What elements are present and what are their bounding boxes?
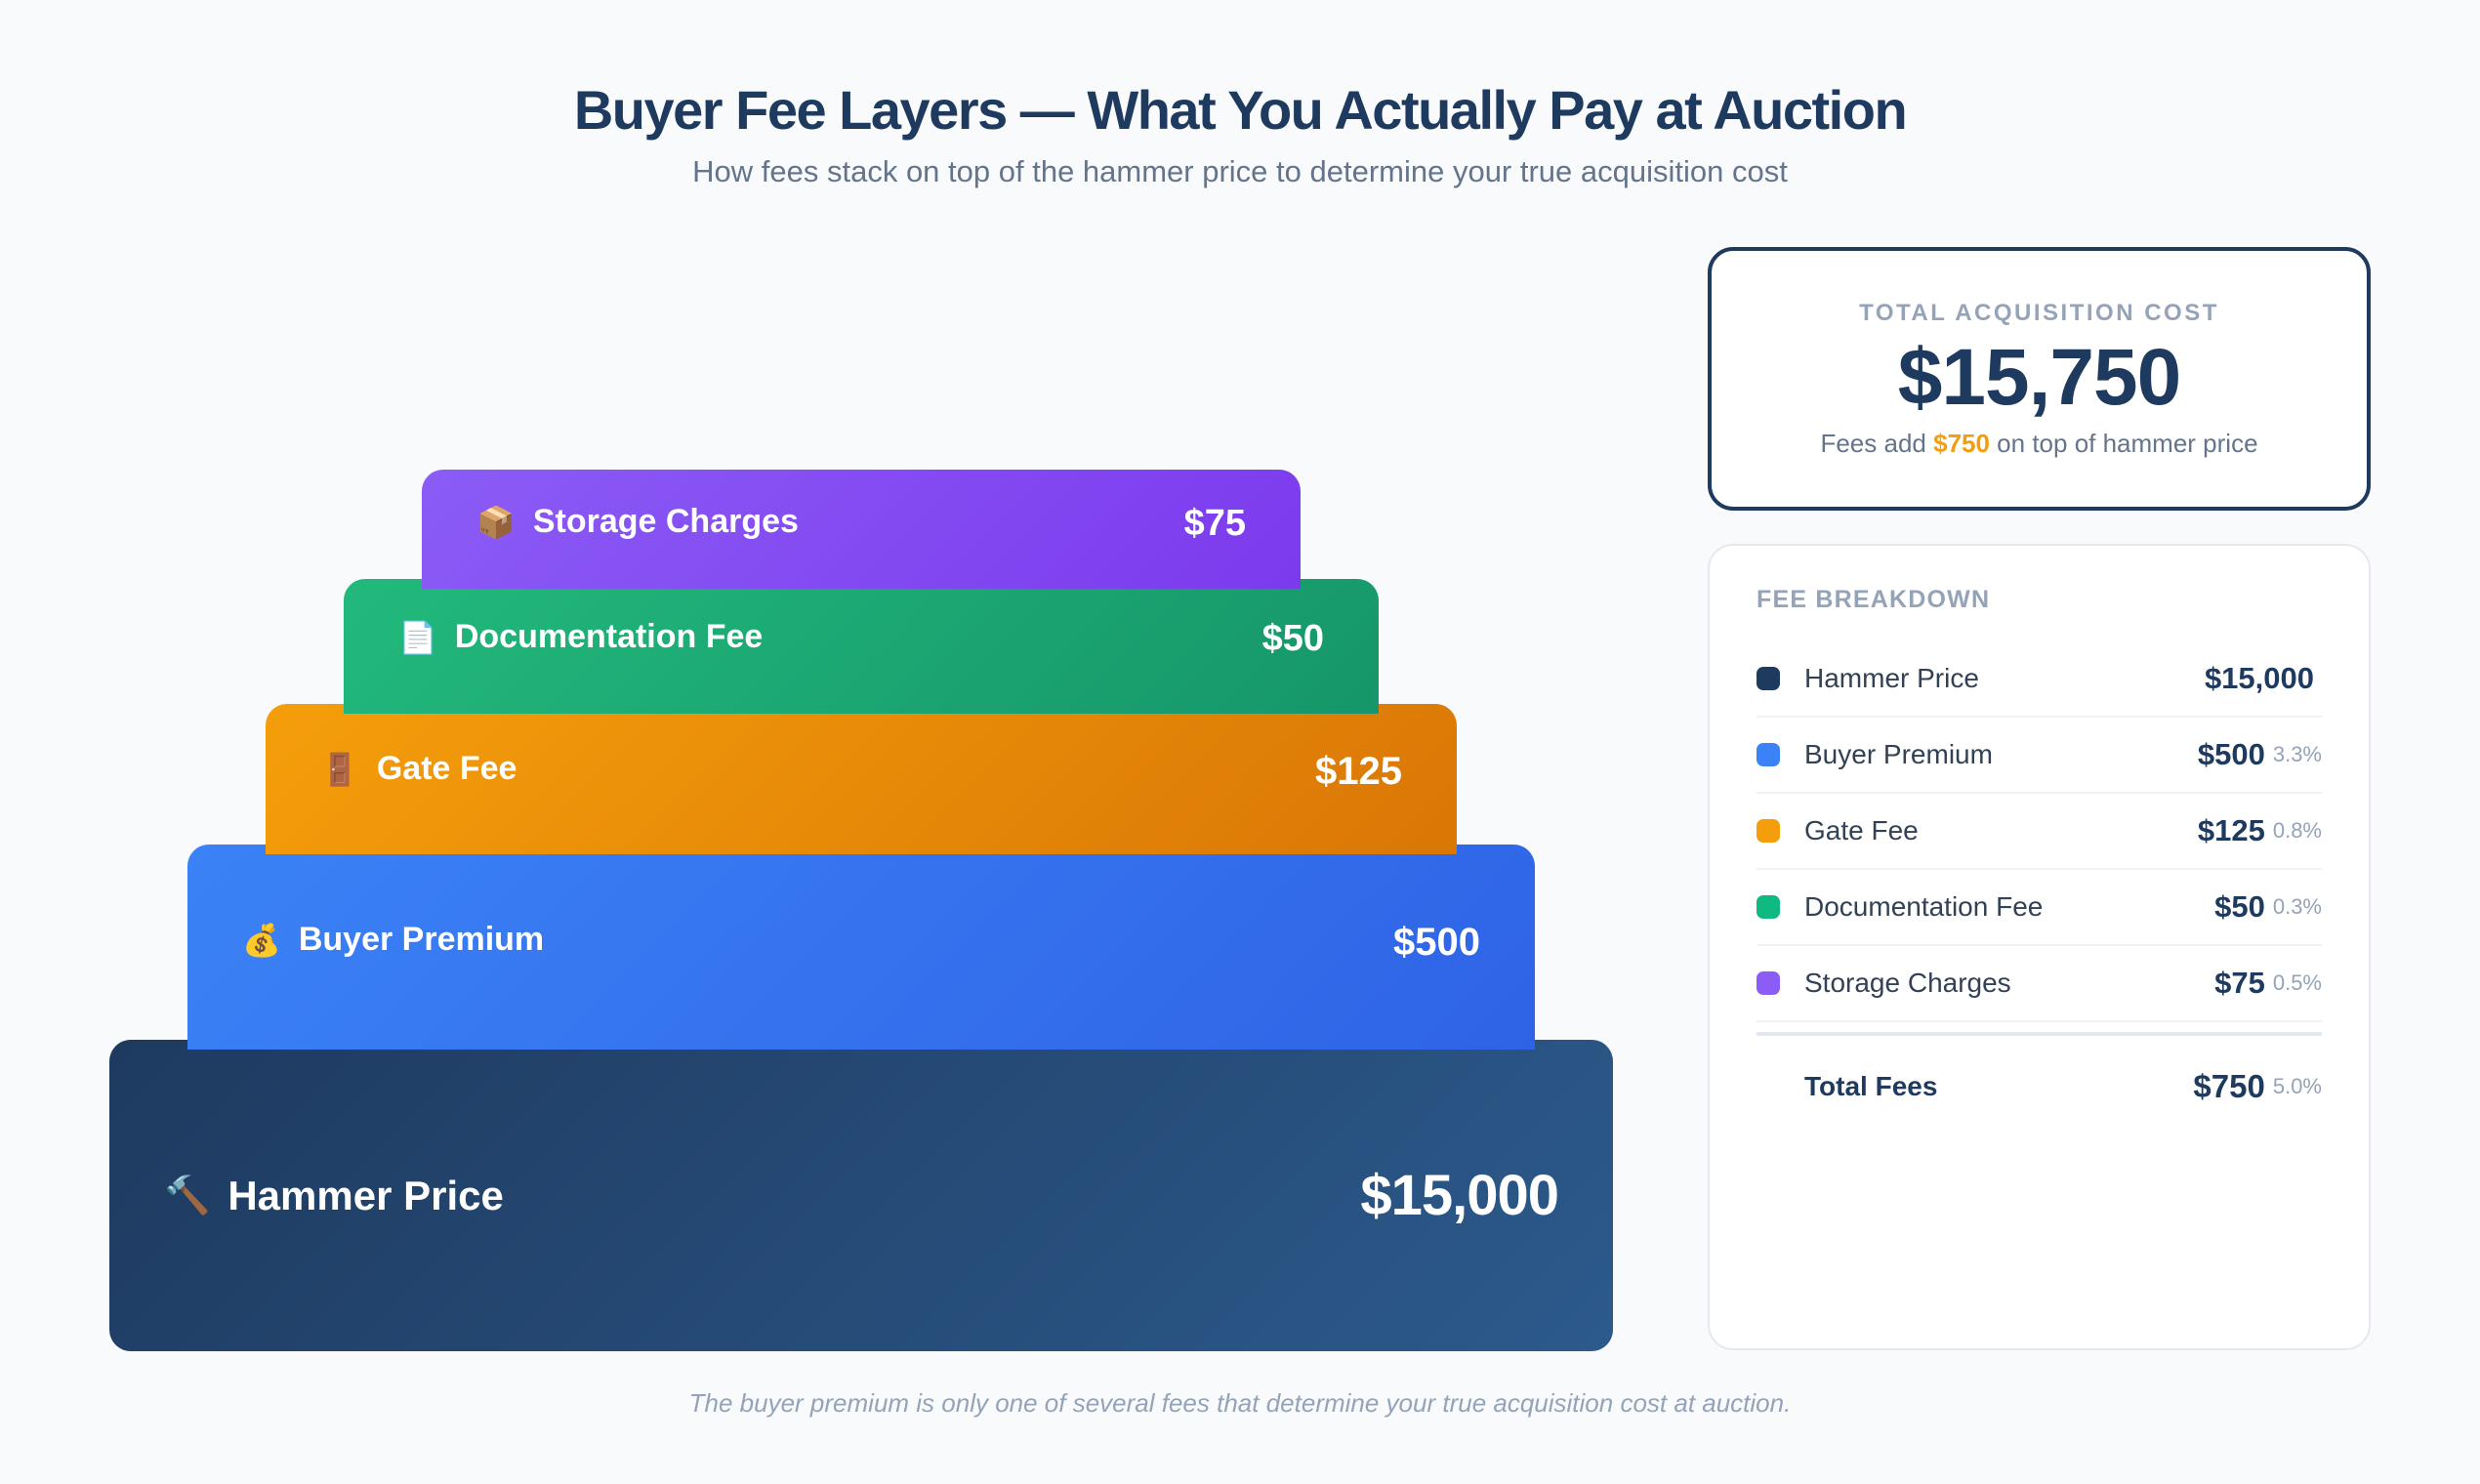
note-prefix: Fees add <box>1820 429 1934 458</box>
row-percent: 0.8% <box>2272 818 2322 843</box>
document-icon: 📄 <box>398 619 437 655</box>
layer-label: Buyer Premium <box>298 921 545 958</box>
breakdown-list: Hammer Price $15,000 Buyer Premium $500 … <box>1757 641 2322 1022</box>
layer-label: Documentation Fee <box>454 618 764 655</box>
legend-dot <box>1757 895 1780 919</box>
breakdown-row-gate: Gate Fee $125 0.8% <box>1757 794 2322 870</box>
layer-value: $75 <box>1183 503 1246 544</box>
row-name: Storage Charges <box>1804 968 2011 998</box>
hammer-icon: 🔨 <box>164 1175 211 1216</box>
row-amount: $75 <box>2214 966 2265 1000</box>
layer-documentation-fee: 📄 Documentation Fee $50 <box>344 579 1379 714</box>
legend-dot <box>1757 971 1780 995</box>
row-percent: 0.3% <box>2272 894 2322 919</box>
breakdown-row-storage: Storage Charges $75 0.5% <box>1757 946 2322 1022</box>
total-acquisition-card: TOTAL ACQUISITION COST $15,750 Fees add … <box>1708 247 2371 511</box>
layer-gate-fee: 🚪 Gate Fee $125 <box>266 704 1457 854</box>
total-fees-percent: 5.0% <box>2272 1074 2322 1098</box>
row-name: Gate Fee <box>1804 815 1919 845</box>
layer-hammer-price: 🔨 Hammer Price $15,000 <box>109 1040 1613 1351</box>
total-fees-label: Total Fees <box>1804 1071 1938 1101</box>
door-icon: 🚪 <box>320 751 359 787</box>
page-subtitle: How fees stack on top of the hammer pric… <box>692 154 1788 188</box>
row-percent: 3.3% <box>2272 742 2322 766</box>
legend-dot <box>1757 819 1780 843</box>
fees-added-value: $750 <box>1933 429 1990 458</box>
total-card-note: Fees add $750 on top of hammer price <box>1712 429 2367 459</box>
fee-breakdown-card: FEE BREAKDOWN Hammer Price $15,000 Buyer… <box>1708 544 2371 1350</box>
legend-dot <box>1757 667 1780 690</box>
total-card-label: TOTAL ACQUISITION COST <box>1859 300 2219 326</box>
row-amount: $15,000 <box>2204 661 2314 695</box>
breakdown-row-premium: Buyer Premium $500 3.3% <box>1757 718 2322 794</box>
row-name: Hammer Price <box>1804 663 1979 693</box>
money-bag-icon: 💰 <box>242 922 281 958</box>
layer-storage-charges: 📦 Storage Charges $75 <box>422 470 1301 589</box>
layer-value: $50 <box>1261 618 1324 659</box>
layer-label: Gate Fee <box>376 750 517 787</box>
breakdown-title: FEE BREAKDOWN <box>1757 586 1991 613</box>
row-amount: $125 <box>2197 813 2265 847</box>
row-name: Buyer Premium <box>1804 739 1993 769</box>
row-amount: $500 <box>2197 737 2265 771</box>
layer-label: Storage Charges <box>532 503 799 540</box>
breakdown-row-hammer: Hammer Price $15,000 <box>1757 641 2322 718</box>
package-icon: 📦 <box>476 504 516 540</box>
row-amount: $50 <box>2214 889 2265 924</box>
footer-note: The buyer premium is only one of several… <box>688 1388 1792 1418</box>
row-percent: 0.5% <box>2272 970 2322 995</box>
total-divider <box>1757 1032 2322 1036</box>
legend-dot <box>1757 743 1780 766</box>
page-title: Buyer Fee Layers — What You Actually Pay… <box>573 79 1908 141</box>
total-card-value: $15,750 <box>1897 333 2181 422</box>
layer-value: $125 <box>1315 750 1402 793</box>
layer-label: Hammer Price <box>227 1172 504 1218</box>
layer-value: $15,000 <box>1360 1164 1559 1227</box>
breakdown-row-documentation: Documentation Fee $50 0.3% <box>1757 870 2322 946</box>
breakdown-total-row: Total Fees $750 5.0% <box>1757 1036 2322 1137</box>
row-name: Documentation Fee <box>1804 891 2044 922</box>
note-suffix: on top of hammer price <box>1989 429 2258 458</box>
layer-buyer-premium: 💰 Buyer Premium $500 <box>187 845 1535 1050</box>
total-fees-amount: $750 <box>2193 1068 2265 1104</box>
layer-value: $500 <box>1393 921 1480 964</box>
